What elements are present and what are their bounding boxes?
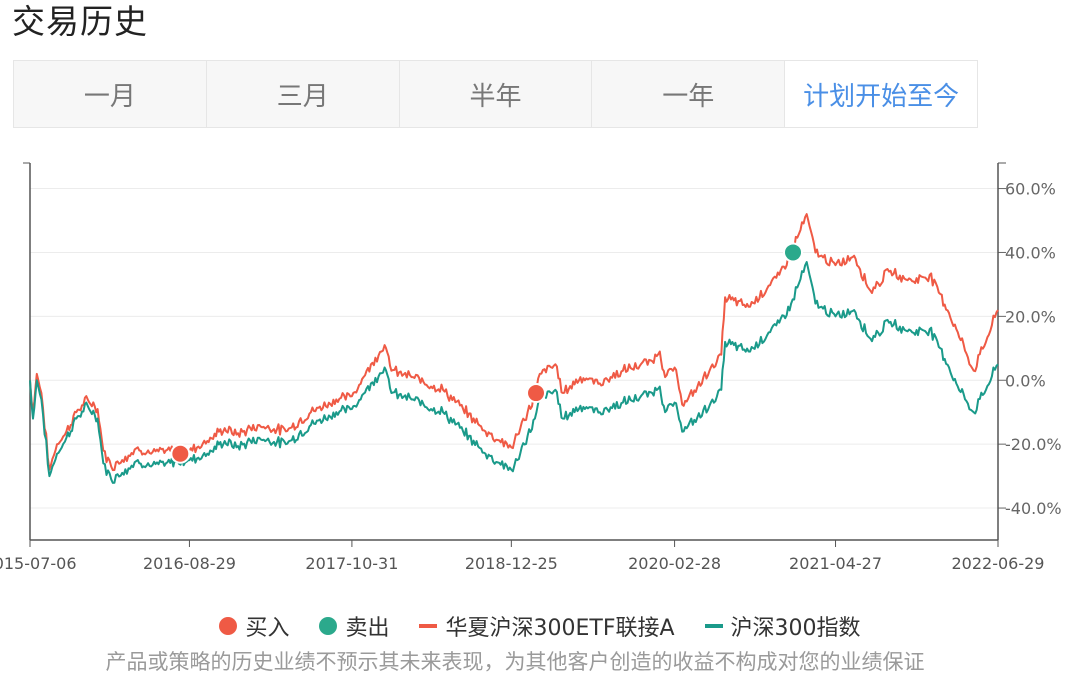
x-tick-label: 2015-07-06 xyxy=(0,554,76,573)
x-tick-label: 2021-04-27 xyxy=(789,554,882,573)
chart-legend: 买入 卖出 华夏沪深300ETF联接A 沪深300指数 xyxy=(0,610,1080,642)
y-tick-label: 60.0% xyxy=(1005,180,1056,199)
tab-half-year[interactable]: 半年 xyxy=(399,61,593,127)
y-tick-label: -40.0% xyxy=(1005,499,1062,518)
legend-fund-label: 华夏沪深300ETF联接A xyxy=(445,616,675,641)
legend-index[interactable]: 沪深300指数 xyxy=(704,610,861,642)
legend-fund[interactable]: 华夏沪深300ETF联接A xyxy=(419,610,675,642)
legend-sell-label: 卖出 xyxy=(345,616,390,641)
buy-marker-icon xyxy=(219,617,238,635)
period-tabs: 一月 三月 半年 一年 计划开始至今 xyxy=(13,60,978,128)
x-tick-label: 2016-08-29 xyxy=(143,554,236,573)
y-tick-label: 0.0% xyxy=(1005,371,1046,390)
y-tick-label: 20.0% xyxy=(1005,307,1056,326)
x-tick-label: 2018-12-25 xyxy=(465,554,558,573)
y-tick-label: 40.0% xyxy=(1005,243,1056,262)
x-tick-label: 2017-10-31 xyxy=(305,554,398,573)
index-line-icon xyxy=(704,624,723,628)
buy-marker xyxy=(526,383,547,404)
x-tick-label: 2020-02-28 xyxy=(628,554,721,573)
legend-buy-label: 买入 xyxy=(245,616,290,641)
legend-index-label: 沪深300指数 xyxy=(730,616,861,641)
sell-marker xyxy=(783,242,804,263)
sell-marker-icon xyxy=(319,617,338,635)
buy-marker xyxy=(170,443,191,464)
tab-three-months[interactable]: 三月 xyxy=(206,61,400,127)
legend-sell[interactable]: 卖出 xyxy=(319,610,389,642)
tab-since-plan-start[interactable]: 计划开始至今 xyxy=(785,61,977,127)
legend-buy[interactable]: 买入 xyxy=(219,610,289,642)
tab-one-year[interactable]: 一年 xyxy=(592,61,786,127)
fund-line-icon xyxy=(419,624,438,628)
x-tick-label: 2022-06-29 xyxy=(952,554,1045,573)
disclaimer: 产品或策略的历史业绩不预示其未来表现，为其他客户创造的收益不构成对您的业绩保证 xyxy=(105,650,925,674)
tab-one-month[interactable]: 一月 xyxy=(14,61,207,127)
page-title: 交易历史 xyxy=(12,2,148,41)
performance-chart: 60.0% 40.0% 20.0% 0.0% -20.0% -40.0% 2015-07-0… xyxy=(0,162,1062,573)
index-series-line xyxy=(29,261,999,484)
y-tick-label: -20.0% xyxy=(1005,435,1062,454)
fund-series-line xyxy=(29,213,999,472)
